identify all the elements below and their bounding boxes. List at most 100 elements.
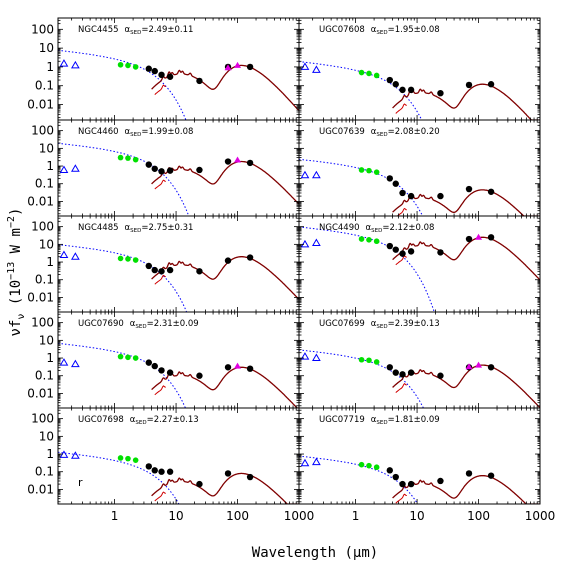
galaxy-name: NGC4455 — [78, 25, 119, 35]
dust-model-line — [151, 64, 299, 111]
ir-point — [145, 65, 152, 72]
nir-point — [125, 62, 131, 69]
ir-point — [151, 165, 158, 172]
y-tick-label: 0.01 — [27, 290, 54, 304]
y-tick-label: 0.01 — [27, 194, 54, 208]
alpha-symbol: α — [130, 319, 136, 329]
uv-triangle-point — [311, 170, 321, 179]
nir-point — [125, 256, 131, 262]
ir-point — [465, 470, 473, 477]
nir-point — [117, 455, 124, 461]
nir-point — [358, 69, 365, 76]
ir-point — [224, 470, 232, 477]
alpha-symbol: α — [371, 25, 377, 35]
ir-point — [392, 369, 399, 376]
ir-point — [145, 463, 152, 470]
ir-point — [196, 268, 203, 275]
uv-triangle-point — [311, 238, 321, 246]
uv-triangle-point — [311, 65, 321, 73]
stellar-model-line — [58, 244, 188, 312]
fir-triangle-point — [234, 61, 242, 68]
ir-point — [465, 185, 473, 193]
nir-point — [366, 462, 372, 469]
x-axis-label: Wavelength (μm) — [252, 545, 378, 561]
alpha-subscript: SED — [130, 228, 141, 234]
ir-point — [407, 86, 415, 94]
alpha-symbol: α — [125, 25, 131, 35]
ir-point — [399, 371, 406, 378]
ir-point — [465, 235, 473, 243]
alpha-subscript: SED — [130, 132, 141, 138]
hot-dust-model-line — [395, 103, 407, 114]
y-tick-label: 10 — [39, 237, 54, 251]
plot-area — [58, 49, 299, 120]
alpha-value: =2.31±0.09 — [147, 319, 199, 329]
ir-point — [386, 467, 393, 474]
nir-point — [373, 359, 380, 365]
y-tick-label: 10 — [39, 333, 54, 347]
y-tick-label: 0.1 — [35, 273, 54, 287]
dust-model-line — [392, 189, 540, 216]
alpha-value: =2.12±0.08 — [382, 223, 434, 233]
sed-panel: UGC07639 αSED=2.08±0.20 — [298, 119, 541, 217]
y-tick-label: 100 — [31, 22, 54, 36]
alpha-subscript: SED — [371, 228, 382, 234]
dust-model-line — [151, 160, 299, 205]
plot-area — [58, 244, 299, 312]
nir-point — [132, 355, 139, 361]
ir-point — [437, 192, 444, 200]
ir-point — [224, 257, 232, 264]
y-tick-label: 0.1 — [35, 465, 54, 479]
y-tick-label: 10 — [39, 41, 54, 55]
sed-panel: UGC07608 αSED=1.95±0.08 — [298, 17, 541, 121]
ir-point — [399, 86, 406, 94]
ir-point — [487, 188, 495, 195]
hot-dust-model-line — [154, 274, 166, 285]
dust-model-line — [151, 366, 299, 408]
ir-point — [399, 480, 406, 488]
x-tick-label: 10 — [168, 509, 183, 523]
dust-model-line — [392, 83, 540, 120]
y-axis-label: νfν (10−13 W m−2) — [6, 208, 27, 337]
ir-point — [224, 158, 232, 165]
uv-triangle-point — [59, 59, 69, 67]
plot-area — [299, 349, 540, 408]
uv-triangle-point — [70, 359, 80, 368]
y-tick-label: 1 — [46, 255, 54, 269]
plot-area — [58, 450, 299, 504]
alpha-symbol: α — [371, 319, 377, 329]
hot-dust-model-line — [154, 385, 166, 396]
alpha-subscript: SED — [376, 324, 387, 330]
y-tick-label: 100 — [31, 220, 54, 234]
galaxy-name: NGC4460 — [78, 127, 119, 137]
hot-dust-model-line — [154, 84, 166, 96]
ir-point — [166, 468, 174, 475]
stellar-model-line — [299, 349, 424, 408]
ir-point — [166, 73, 174, 80]
dust-model-line — [392, 236, 540, 281]
nir-point — [117, 255, 124, 262]
uv-triangle-point — [300, 458, 310, 467]
alpha-value: =1.95±0.08 — [388, 25, 440, 35]
stellar-model-line — [58, 342, 187, 408]
sed-panel: 1 10 100 1000 UGC07719 αSED=1.81±0.09 — [298, 407, 555, 523]
ir-point — [465, 81, 473, 89]
nir-point — [132, 64, 139, 70]
ir-point — [399, 250, 406, 257]
ir-point — [246, 365, 254, 372]
ir-point — [166, 167, 174, 174]
ir-point — [407, 192, 415, 200]
ir-point — [407, 369, 415, 376]
x-tick-label: 1 — [352, 509, 360, 523]
panel-annotation: UGC07699 αSED=2.39±0.13 — [319, 319, 440, 330]
nir-point — [373, 72, 380, 79]
ir-point — [399, 189, 406, 197]
ir-point — [386, 242, 393, 250]
ir-point — [437, 89, 444, 97]
alpha-subscript: SED — [376, 30, 387, 36]
sed-panel: NGC4490 αSED=2.12±0.08 — [298, 215, 541, 313]
ir-point — [487, 81, 495, 88]
dust-model-line — [392, 364, 540, 408]
